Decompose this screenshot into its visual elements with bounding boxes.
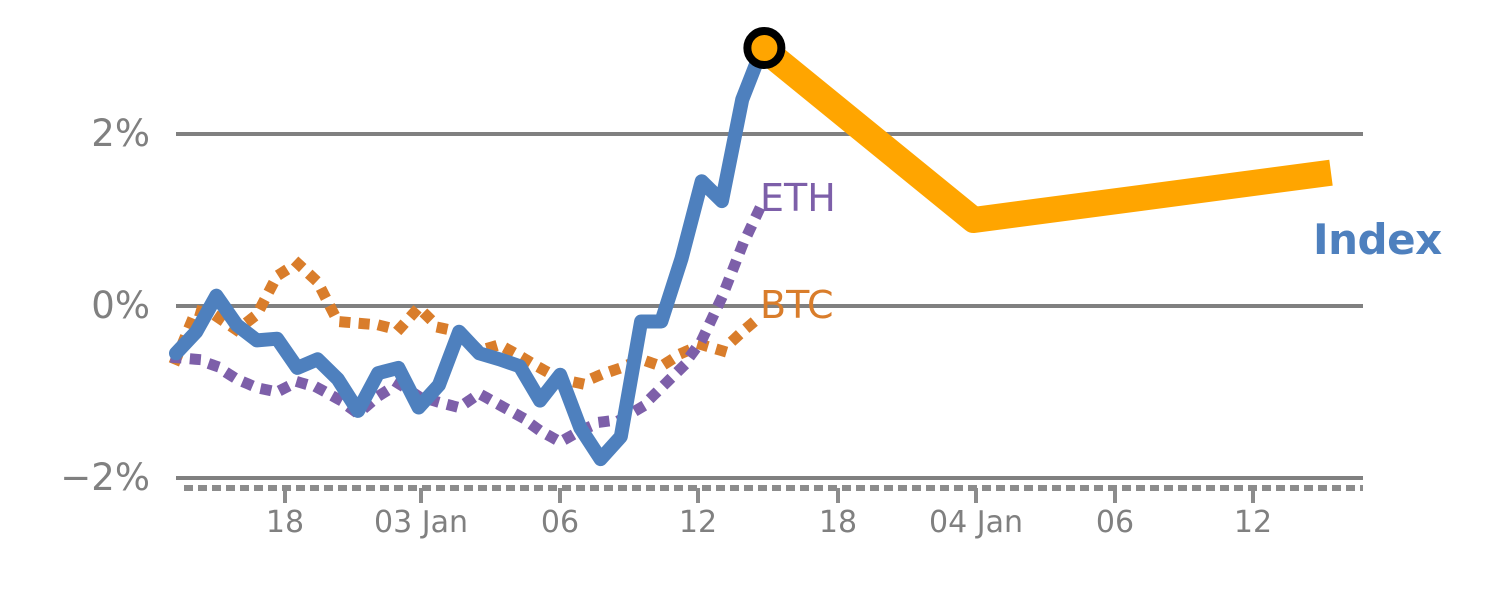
forecast-start-marker	[743, 27, 786, 69]
x-axis-tick-label-3: 12	[678, 505, 718, 540]
x-axis-tick-label-0: 18	[265, 505, 305, 540]
series-lines	[168, 37, 1333, 467]
x-axis-tick-label-4: 18	[818, 505, 858, 540]
forecast-start-marker-circle[interactable]	[743, 27, 786, 69]
y-axis-tick-label-neg2pct: −2%	[60, 456, 150, 499]
x-axis-tick-label-5: 04 Jan	[929, 505, 1023, 540]
x-axis-tick-label-6: 06	[1095, 505, 1135, 540]
series-line-index	[169, 41, 770, 467]
x-axis-tick-label-7: 12	[1233, 505, 1273, 540]
series-line-btc	[168, 257, 771, 389]
eth-series-label: ETH	[760, 176, 836, 220]
x-axis	[176, 476, 1363, 503]
y-axis-tick-label-0pct: 0%	[91, 284, 150, 327]
btc-series-label: BTC	[760, 283, 834, 327]
x-axis-tick-label-1: 03 Jan	[374, 505, 468, 540]
series-line-eth	[170, 195, 770, 448]
y-axis-tick-label-2pct: 2%	[91, 112, 150, 155]
series-line-index-forecast	[754, 37, 1333, 233]
x-axis-tick-label-2: 06	[540, 505, 580, 540]
index-series-label: Index	[1313, 215, 1442, 264]
